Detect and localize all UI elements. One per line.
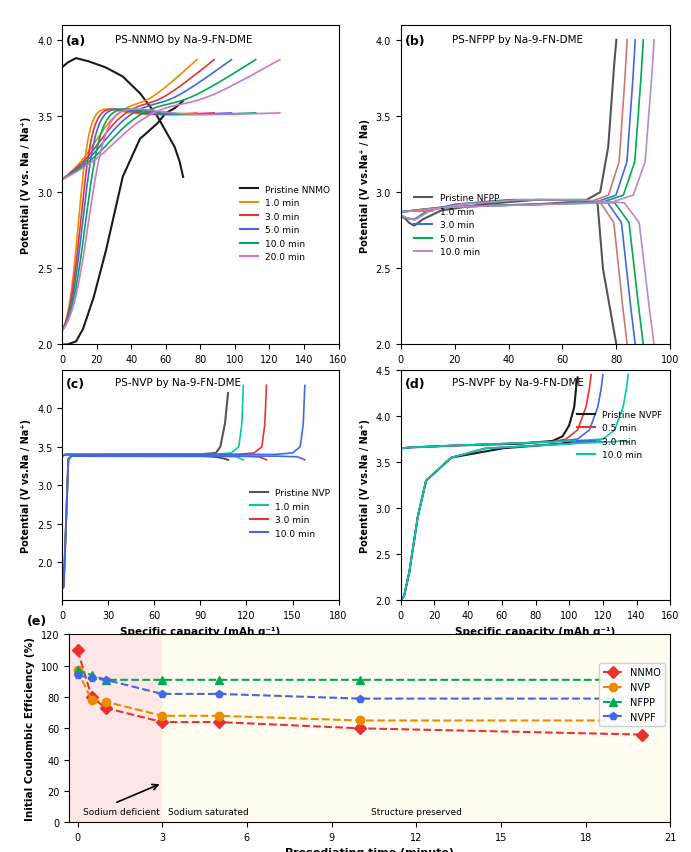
NNMO — [88, 692, 96, 702]
Legend: NNMO, NVP, NFPP, NVPF: NNMO, NVP, NFPP, NVPF — [599, 664, 665, 726]
NNMO — [214, 717, 223, 728]
NFPP — [638, 675, 646, 685]
Bar — [162, 635, 670, 822]
NFPP — [356, 675, 364, 685]
NVP — [88, 695, 96, 705]
NVP — [638, 716, 646, 726]
NNMO — [638, 729, 646, 740]
NVPF — [88, 673, 96, 683]
X-axis label: Specific capacity (mAh g⁻¹): Specific capacity (mAh g⁻¹) — [120, 626, 281, 636]
NFPP — [214, 675, 223, 685]
Bar — [69, 635, 162, 822]
Text: PS-NVPF by Na-9-FN-DME: PS-NVPF by Na-9-FN-DME — [452, 377, 584, 388]
NVP — [73, 665, 82, 676]
Y-axis label: Potential (V vs.Na / Na⁺): Potential (V vs.Na / Na⁺) — [360, 418, 370, 553]
Y-axis label: Initial Coulombic Efficiency (%): Initial Coulombic Efficiency (%) — [26, 636, 35, 820]
NFPP — [102, 675, 110, 685]
NVPF — [214, 689, 223, 699]
X-axis label: Specific capacity (mAh g⁻¹): Specific capacity (mAh g⁻¹) — [455, 371, 616, 380]
NVPF — [638, 694, 646, 704]
NVPF — [356, 694, 364, 704]
Legend: Pristine NVPF, 0.5 min, 3.0 min, 10.0 min: Pristine NVPF, 0.5 min, 3.0 min, 10.0 mi… — [573, 406, 665, 463]
Text: Structure preserved: Structure preserved — [371, 807, 462, 816]
NVP — [356, 716, 364, 726]
NVP — [102, 697, 110, 707]
X-axis label: Specific capacity (mAh g⁻¹): Specific capacity (mAh g⁻¹) — [120, 371, 281, 380]
Legend: Pristine NNMO, 1.0 min, 3.0 min, 5.0 min, 10.0 min, 20.0 min: Pristine NNMO, 1.0 min, 3.0 min, 5.0 min… — [236, 181, 334, 266]
Text: PS-NFPP by Na-9-FN-DME: PS-NFPP by Na-9-FN-DME — [452, 35, 583, 45]
Line: NVPF: NVPF — [73, 671, 646, 703]
NNMO — [158, 717, 167, 728]
Text: PS-NNMO by Na-9-FN-DME: PS-NNMO by Na-9-FN-DME — [115, 35, 252, 45]
NVPF — [73, 671, 82, 681]
Legend: Pristine NFPP, 1.0 min, 3.0 min, 5.0 min, 10.0 min: Pristine NFPP, 1.0 min, 3.0 min, 5.0 min… — [410, 191, 502, 261]
Text: Sodium saturated: Sodium saturated — [168, 807, 249, 816]
Line: NFPP: NFPP — [73, 666, 646, 684]
NNMO — [102, 703, 110, 713]
NVPF — [158, 689, 167, 699]
NVP — [214, 711, 223, 721]
Line: NVP: NVP — [73, 666, 646, 725]
X-axis label: Specific capacity (mAh g⁻¹): Specific capacity (mAh g⁻¹) — [455, 626, 616, 636]
Text: (b): (b) — [405, 35, 426, 48]
Text: (e): (e) — [27, 614, 47, 627]
X-axis label: Presodiating time (minute): Presodiating time (minute) — [285, 848, 454, 852]
NFPP — [88, 671, 96, 681]
NVPF — [102, 675, 110, 685]
Y-axis label: Potential (V vs. Na / Na⁺): Potential (V vs. Na / Na⁺) — [21, 117, 31, 254]
NNMO — [356, 723, 364, 734]
Text: (d): (d) — [405, 377, 426, 390]
Y-axis label: Potential (V vs.Na⁺ / Na): Potential (V vs.Na⁺ / Na) — [360, 118, 370, 252]
NNMO — [73, 645, 82, 655]
Text: PS-NVP by Na-9-FN-DME: PS-NVP by Na-9-FN-DME — [115, 377, 240, 388]
Y-axis label: Potential (V vs.Na / Na⁺): Potential (V vs.Na / Na⁺) — [21, 418, 31, 553]
Text: (c): (c) — [66, 377, 86, 390]
Text: (a): (a) — [66, 35, 86, 48]
Text: Sodium deficient: Sodium deficient — [83, 807, 160, 816]
Line: NNMO: NNMO — [73, 646, 646, 739]
NFPP — [158, 675, 167, 685]
NVP — [158, 711, 167, 721]
Legend: Pristine NVP, 1.0 min, 3.0 min, 10.0 min: Pristine NVP, 1.0 min, 3.0 min, 10.0 min — [247, 485, 334, 542]
NFPP — [73, 665, 82, 676]
